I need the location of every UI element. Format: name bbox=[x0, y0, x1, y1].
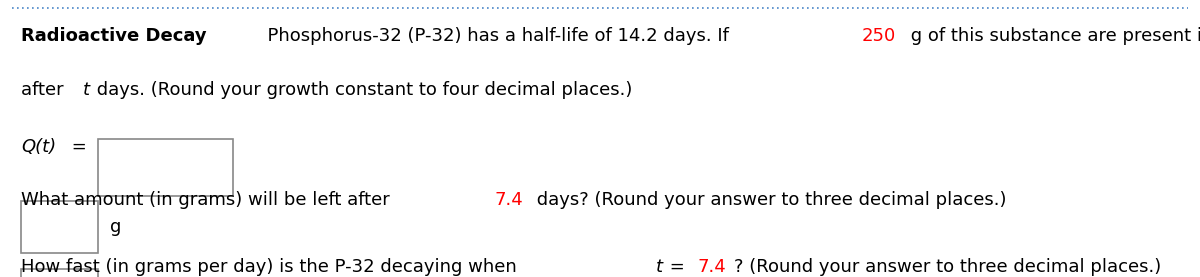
Text: after: after bbox=[22, 81, 70, 99]
Text: Phosphorus-32 (P-32) has a half-life of 14.2 days. If: Phosphorus-32 (P-32) has a half-life of … bbox=[256, 27, 734, 45]
Text: g of this substance are present initially, find the amount: g of this substance are present initiall… bbox=[905, 27, 1200, 45]
Text: g: g bbox=[109, 218, 121, 236]
Text: t: t bbox=[655, 258, 662, 276]
Text: Radioactive Decay: Radioactive Decay bbox=[22, 27, 208, 45]
Text: 7.4: 7.4 bbox=[698, 258, 727, 276]
Text: days. (Round your growth constant to four decimal places.): days. (Round your growth constant to fou… bbox=[91, 81, 632, 99]
Text: 250: 250 bbox=[862, 27, 895, 45]
Text: t: t bbox=[83, 81, 90, 99]
FancyBboxPatch shape bbox=[22, 201, 98, 253]
FancyBboxPatch shape bbox=[22, 269, 98, 277]
Text: Q(t): Q(t) bbox=[22, 138, 56, 157]
Text: 7.4: 7.4 bbox=[494, 191, 523, 209]
Text: What amount (in grams) will be left after: What amount (in grams) will be left afte… bbox=[22, 191, 396, 209]
FancyBboxPatch shape bbox=[98, 138, 233, 196]
Text: =: = bbox=[66, 138, 86, 157]
Text: How fast (in grams per day) is the P-32 decaying when: How fast (in grams per day) is the P-32 … bbox=[22, 258, 523, 276]
Text: =: = bbox=[665, 258, 691, 276]
Text: days? (Round your answer to three decimal places.): days? (Round your answer to three decima… bbox=[532, 191, 1007, 209]
Text: ? (Round your answer to three decimal places.): ? (Round your answer to three decimal pl… bbox=[734, 258, 1162, 276]
